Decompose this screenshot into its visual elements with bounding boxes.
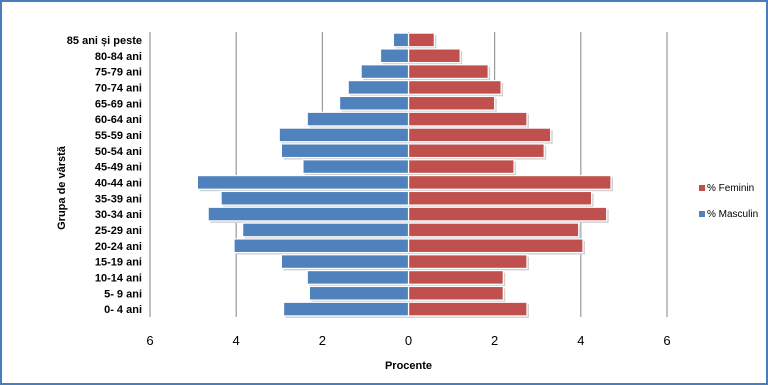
category-label: 15-19 ani [95, 257, 142, 269]
bar-feminin [407, 80, 502, 95]
bar-feminin [407, 159, 515, 174]
bar-masculin [220, 190, 410, 206]
bar-feminin [407, 270, 504, 285]
category-labels: 85 ani și peste 80-84 ani 75-79 ani 70-74 a… [67, 35, 142, 316]
bar-feminin [407, 48, 461, 64]
bar-masculin [278, 127, 410, 143]
bar-feminin [407, 175, 612, 190]
bar-masculin [360, 64, 410, 79]
bar-feminin [407, 143, 545, 159]
category-label: 80-84 ani [95, 51, 142, 63]
bar-masculin [379, 48, 410, 64]
bar-masculin [306, 111, 410, 127]
category-label: 35-39 ani [95, 193, 142, 205]
category-label: 60-64 ani [95, 114, 142, 126]
bar-masculin [302, 159, 410, 174]
bars [196, 32, 613, 318]
bar-masculin [392, 32, 410, 48]
category-label: 50-54 ani [95, 146, 142, 158]
x-tick-label: 0 [405, 333, 412, 348]
bar-feminin [407, 254, 528, 269]
category-label: 65-69 ani [95, 98, 142, 110]
category-label: 0- 4 ani [104, 304, 142, 316]
bar-feminin [407, 285, 504, 301]
bar-masculin [347, 80, 410, 95]
legend-label: % Feminin [707, 183, 754, 194]
category-label: 45-49 ani [95, 162, 142, 174]
bar-feminin [407, 206, 608, 222]
legend: % Feminin % Masculin [699, 183, 758, 220]
bar-feminin [407, 95, 496, 111]
x-tick-label: 4 [233, 333, 240, 348]
bar-masculin [308, 285, 410, 301]
x-tick-label: 2 [319, 333, 326, 348]
legend-label: % Masculin [707, 209, 758, 220]
bar-masculin [280, 143, 410, 159]
y-axis-title: Grupa de vârstă [56, 145, 68, 230]
x-tick-label: 2 [491, 333, 498, 348]
x-axis-title: Procente [385, 360, 432, 372]
bar-masculin [207, 206, 410, 222]
x-tick-label: 4 [577, 333, 584, 348]
category-label: 85 ani și peste [67, 35, 142, 47]
bar-feminin [407, 111, 528, 127]
bar-masculin [338, 95, 410, 111]
legend-swatch [699, 185, 705, 191]
bar-masculin [282, 301, 410, 317]
category-label: 25-29 ani [95, 225, 142, 237]
bar-feminin [407, 222, 580, 238]
category-label: 5- 9 ani [104, 288, 142, 300]
legend-swatch [699, 211, 705, 217]
bar-feminin [407, 301, 528, 317]
bar-masculin [242, 222, 410, 238]
category-label: 10-14 ani [95, 272, 142, 284]
bar-feminin [407, 190, 593, 206]
bar-masculin [280, 254, 410, 269]
category-label: 75-79 ani [95, 67, 142, 79]
category-label: 40-44 ani [95, 177, 142, 189]
bar-masculin [196, 175, 410, 190]
x-tick-label: 6 [663, 333, 670, 348]
bar-masculin [233, 238, 410, 254]
category-label: 30-34 ani [95, 209, 142, 221]
bar-feminin [407, 32, 435, 48]
x-tick-labels: 6 4 2 0 2 4 6 [146, 333, 670, 348]
category-label: 20-24 ani [95, 241, 142, 253]
x-tick-label: 6 [146, 333, 153, 348]
bar-feminin [407, 238, 584, 254]
category-label: 55-59 ani [95, 130, 142, 142]
bar-feminin [407, 64, 489, 79]
category-label: 70-74 ani [95, 82, 142, 94]
bar-masculin [306, 270, 410, 285]
bar-feminin [407, 127, 552, 143]
